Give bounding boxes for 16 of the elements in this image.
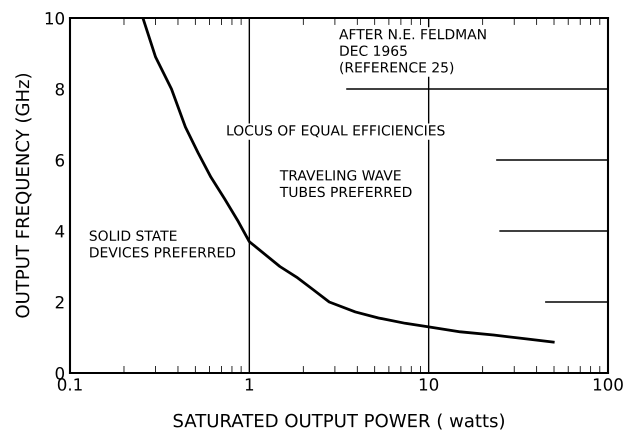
y-tick-label: 8 — [56, 82, 64, 96]
y-tick-label: 6 — [56, 154, 64, 167]
x-axis-title: SATURATED OUTPUT POWER ( watts) — [174, 413, 504, 430]
y-tick-label: 0 — [56, 366, 64, 380]
annotation: TRAVELING WAVE TUBES PREFERRED — [280, 170, 412, 198]
y-tick-label: 4 — [55, 225, 64, 238]
annotation: SOLID STATE DEVICES PREFERRED — [90, 230, 236, 258]
x-tick-label: 1 — [246, 378, 254, 391]
y-tick-label: 10 — [46, 12, 64, 25]
x-tick-label: 10 — [420, 378, 438, 391]
annotation: LOCUS OF EQUAL EFFICIENCIES — [227, 125, 445, 138]
y-tick-label: 2 — [56, 296, 64, 308]
x-tick-label: 0.1 — [58, 378, 82, 391]
x-tick-label: 100 — [594, 378, 623, 391]
y-axis-title: OUTPUT FREQUENCY (GHz) — [15, 74, 32, 318]
annotation: AFTER N.E. FELDMAN DEC 1965 (REFERENCE 25) — [339, 29, 486, 74]
